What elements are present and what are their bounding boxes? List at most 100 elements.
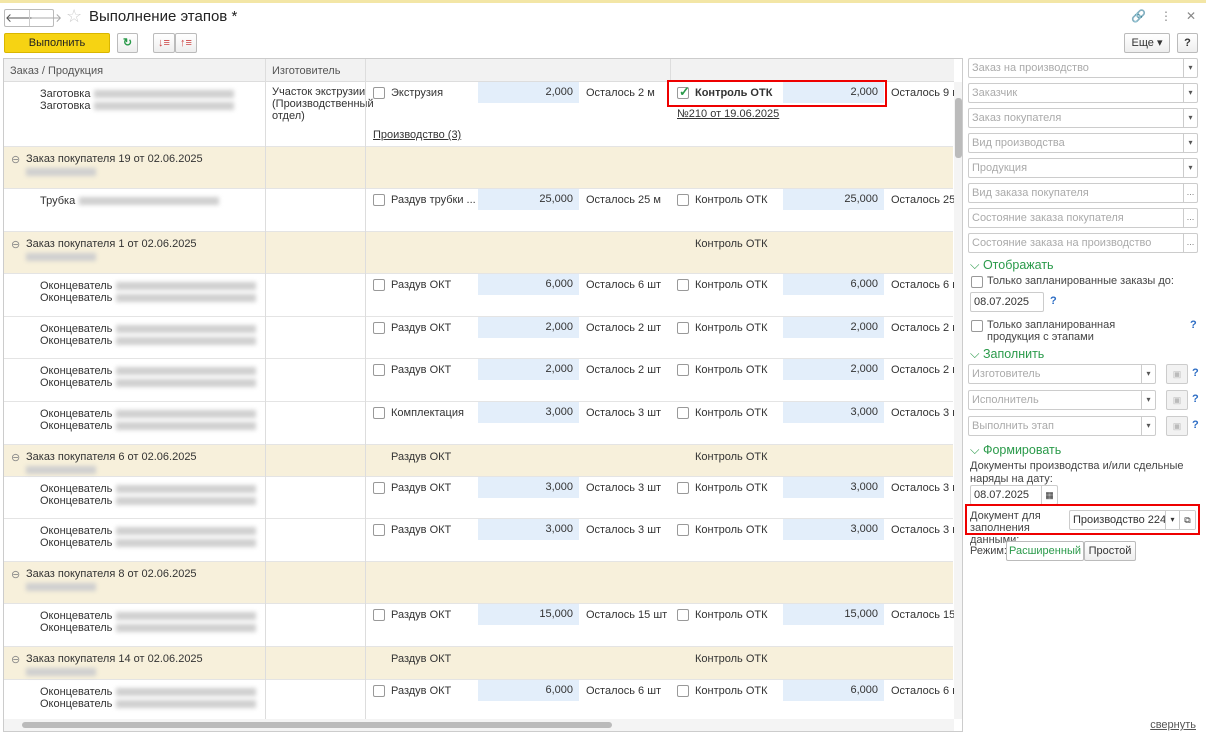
collapse-icon[interactable]: ⊖ (11, 452, 21, 464)
production-link[interactable]: Производство (3) (373, 129, 462, 141)
fill-apply-icon[interactable]: ▣ (1166, 364, 1188, 384)
stage-2-qty[interactable]: 6,000 (783, 274, 884, 295)
filter-field[interactable]: Состояние заказа на производство… (968, 233, 1198, 253)
collapse-icon[interactable]: ⊖ (11, 569, 21, 581)
dropdown-icon[interactable]: ▾ (1141, 365, 1155, 383)
dropdown-icon[interactable]: ▾ (1183, 84, 1197, 102)
table-row[interactable]: Оконцеватель Оконцеватель Раздув ОКТ 6,000 О… (4, 680, 962, 721)
table-row[interactable]: Оконцеватель Оконцеватель Раздув ОКТ 2,000 О… (4, 317, 962, 359)
stage-1-checkbox[interactable] (373, 524, 385, 536)
sort-desc-icon[interactable]: ↓≡ (153, 33, 175, 53)
stage-2-checkbox[interactable] (677, 524, 689, 536)
table-row[interactable]: Оконцеватель Оконцеватель Раздув ОКТ 3,000 О… (4, 477, 962, 519)
favorite-star-icon[interactable]: ☆ (66, 6, 83, 26)
stage-1-qty[interactable]: 3,000 (478, 519, 579, 540)
section-fill[interactable]: ⌵ Заполнить (970, 347, 1045, 361)
stage-2-qty[interactable]: 6,000 (783, 680, 884, 701)
stage-2-qty[interactable]: 15,000 (783, 604, 884, 625)
stage-1-qty[interactable]: 6,000 (478, 680, 579, 701)
sort-asc-icon[interactable]: ↑≡ (175, 33, 197, 53)
stage-1-checkbox[interactable] (373, 364, 385, 376)
stage-1-checkbox[interactable] (373, 87, 385, 99)
filter-field[interactable]: Заказчик ▾ (968, 83, 1198, 103)
dropdown-icon[interactable]: ▾ (1183, 159, 1197, 177)
stage-1-checkbox[interactable] (373, 322, 385, 334)
table-row[interactable]: Оконцеватель Оконцеватель Раздув ОКТ 6,000 О… (4, 274, 962, 317)
help-icon[interactable]: ? (1190, 319, 1197, 331)
fill-apply-icon[interactable]: ▣ (1166, 390, 1188, 410)
more-icon[interactable]: ⋮ (1159, 9, 1172, 23)
table-row[interactable]: Трубка Раздув трубки ... 25,000 Осталось 25… (4, 189, 962, 232)
group-row[interactable]: ⊖ Заказ покупателя 19 от 02.06.2025 (4, 147, 953, 189)
stage-1-qty[interactable]: 2,000 (478, 82, 579, 103)
stage-1-qty[interactable]: 15,000 (478, 604, 579, 625)
mode-simple-button[interactable]: Простой (1084, 541, 1136, 561)
section-form[interactable]: ⌵ Формировать (970, 443, 1062, 457)
docs-date-input[interactable]: 08.07.2025 ▦ (970, 485, 1058, 505)
group-row[interactable]: ⊖ Заказ покупателя 1 от 02.06.2025 Контрол… (4, 232, 953, 274)
select-icon[interactable]: … (1183, 184, 1197, 202)
link-icon[interactable]: 🔗 (1130, 9, 1146, 23)
help-icon[interactable]: ? (1192, 419, 1199, 431)
stage-2-checkbox[interactable] (677, 482, 689, 494)
stage-2-checkbox[interactable]: ✓ (677, 84, 690, 99)
document-link[interactable]: №210 от 19.06.2025 (677, 108, 780, 120)
fill-apply-icon[interactable]: ▣ (1166, 416, 1188, 436)
stage-1-qty[interactable]: 3,000 (478, 402, 579, 423)
stage-2-qty[interactable]: 2,000 (783, 82, 884, 103)
refresh-icon[interactable]: ↻ (117, 33, 138, 53)
execute-stages-button[interactable]: Выполнить этапы (4, 33, 110, 67)
vertical-scrollbar[interactable] (954, 82, 962, 719)
stage-1-qty[interactable]: 6,000 (478, 274, 579, 295)
dropdown-icon[interactable]: ▾ (1141, 391, 1155, 409)
collapse-link[interactable]: свернуть (1150, 719, 1196, 731)
stage-2-qty[interactable]: 3,000 (783, 519, 884, 540)
stage-1-qty[interactable]: 25,000 (478, 189, 579, 210)
header-maker[interactable]: Изготовитель (272, 65, 341, 77)
stage-1-checkbox[interactable] (373, 482, 385, 494)
filter-field[interactable]: Вид производства ▾ (968, 133, 1198, 153)
select-icon[interactable]: … (1183, 209, 1197, 227)
dropdown-icon[interactable]: ▾ (1183, 109, 1197, 127)
dropdown-icon[interactable]: ▾ (1165, 511, 1179, 529)
table-row[interactable]: Заготовка Заготовка Участок экструзии (Прои… (4, 82, 960, 147)
help-icon[interactable]: ? (1050, 295, 1057, 307)
help-button[interactable]: ? (1177, 33, 1198, 53)
stage-2-qty[interactable]: 3,000 (783, 477, 884, 498)
table-row[interactable]: Оконцеватель Оконцеватель Раздув ОКТ 3,000 О… (4, 519, 962, 562)
planned-date-input[interactable]: 08.07.2025 (970, 292, 1044, 312)
group-row[interactable]: ⊖ Заказ покупателя 14 от 02.06.2025 Раздув… (4, 647, 953, 680)
section-show[interactable]: ⌵ Отображать (970, 258, 1054, 272)
collapse-icon[interactable]: ⊖ (11, 154, 21, 166)
stage-2-checkbox[interactable] (677, 322, 689, 334)
dropdown-icon[interactable]: ▾ (1183, 134, 1197, 152)
stage-1-checkbox[interactable] (373, 609, 385, 621)
dropdown-icon[interactable]: ▾ (1183, 59, 1197, 77)
stage-2-checkbox[interactable] (677, 194, 689, 206)
filter-field[interactable]: Заказ на производство ▾ (968, 58, 1198, 78)
header-order-product[interactable]: Заказ / Продукция (10, 65, 104, 77)
help-icon[interactable]: ? (1192, 393, 1199, 405)
only-planned-products-checkbox[interactable] (971, 320, 983, 332)
calendar-icon[interactable]: ▦ (1041, 486, 1057, 504)
stage-2-qty[interactable]: 25,000 (783, 189, 884, 210)
only-planned-orders-checkbox[interactable] (971, 276, 983, 288)
stage-1-qty[interactable]: 3,000 (478, 477, 579, 498)
select-icon[interactable]: … (1183, 234, 1197, 252)
open-icon[interactable]: ⧉ (1179, 511, 1195, 529)
filter-field[interactable]: Состояние заказа покупателя… (968, 208, 1198, 228)
stage-1-qty[interactable]: 2,000 (478, 359, 579, 380)
close-icon[interactable]: ✕ (1185, 9, 1196, 23)
fill-field[interactable]: Исполнитель ▾ (968, 390, 1156, 410)
table-row[interactable]: Оконцеватель Оконцеватель Раздув ОКТ 2,000 О… (4, 359, 962, 402)
stage-2-qty[interactable]: 3,000 (783, 402, 884, 423)
stage-2-qty[interactable]: 2,000 (783, 317, 884, 338)
help-icon[interactable]: ? (1192, 367, 1199, 379)
mode-extended-button[interactable]: Расширенный (1006, 541, 1084, 561)
stage-2-qty[interactable]: 2,000 (783, 359, 884, 380)
stage-2-checkbox[interactable] (677, 407, 689, 419)
stage-1-checkbox[interactable] (373, 685, 385, 697)
stage-1-qty[interactable]: 2,000 (478, 317, 579, 338)
stage-1-checkbox[interactable] (373, 279, 385, 291)
group-row[interactable]: ⊖ Заказ покупателя 6 от 02.06.2025 Раздув … (4, 445, 953, 477)
